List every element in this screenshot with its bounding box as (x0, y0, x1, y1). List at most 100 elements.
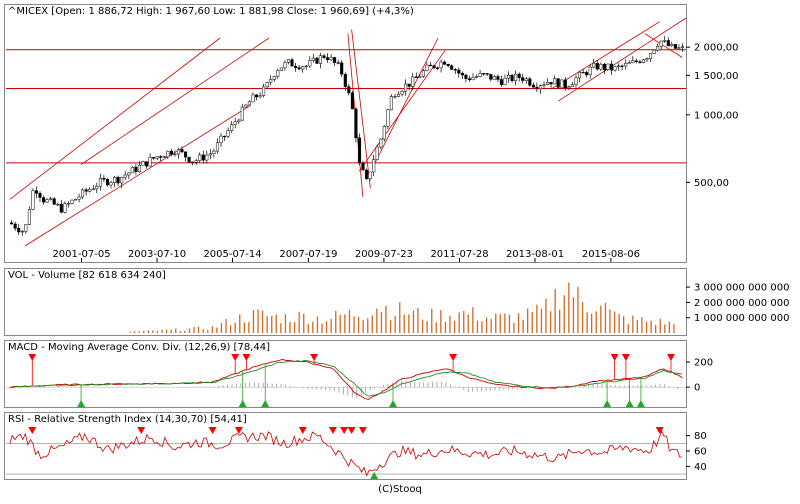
rsi-sell-marker (234, 427, 243, 434)
volume-bar (472, 307, 474, 333)
macd-sell-marker (449, 354, 458, 361)
rsi-panel (4, 412, 687, 480)
candle-body (184, 151, 188, 158)
macd-sell-marker (621, 354, 630, 361)
volume-bar (170, 329, 172, 333)
candle-body (414, 76, 418, 78)
trend-channel-line (351, 29, 371, 189)
volume-bar (348, 309, 351, 333)
candle-body (421, 70, 425, 77)
candle-body (70, 199, 74, 204)
candle-body (634, 60, 638, 62)
candle-body (496, 76, 500, 80)
volume-bar (357, 317, 360, 333)
candle-body (127, 172, 131, 176)
volume-bar (197, 326, 200, 333)
candle-body (134, 166, 138, 173)
candle-body (396, 93, 401, 97)
candle-body (656, 46, 660, 51)
candle-body (570, 84, 574, 87)
volume-bar (275, 314, 277, 333)
footer-copyright: (C)Stooq (378, 484, 422, 495)
candle-body (283, 62, 287, 69)
candle-body (52, 198, 56, 205)
volume-bar (618, 313, 620, 333)
candle-body (631, 60, 635, 64)
candle-body (144, 161, 149, 167)
trend-channel-line (358, 49, 446, 172)
candle-body (368, 171, 372, 179)
volume-bar (444, 322, 447, 333)
candle-body (606, 63, 610, 70)
candle-body (34, 190, 39, 194)
candle-body (155, 156, 159, 159)
volume-bar (248, 322, 250, 333)
candle-body (297, 67, 301, 70)
candle-body (318, 55, 322, 64)
candle-body (489, 73, 493, 80)
candle-body (244, 104, 248, 108)
candle-body (347, 86, 351, 94)
trend-channel-line (9, 37, 221, 200)
macd-sell-marker (242, 354, 251, 361)
volume-bar (211, 326, 213, 333)
candle-body (290, 59, 294, 67)
rsi-ytick-label: 80 (694, 431, 707, 442)
candle-body (59, 203, 63, 213)
volume-bar (527, 308, 529, 333)
volume-bar (188, 328, 191, 333)
volume-bar (645, 321, 648, 333)
candle-body (308, 60, 312, 67)
candle-body (258, 95, 262, 98)
volume-bar (335, 310, 337, 333)
volume-bar (316, 316, 319, 333)
candle-body (617, 65, 621, 67)
candle-body (425, 64, 429, 71)
candle-body (194, 160, 198, 163)
volume-title: VOL - Volume [82 618 634 240] (8, 270, 166, 281)
volume-bar (559, 309, 561, 333)
candle-body (88, 189, 92, 192)
volume-bar (586, 312, 588, 333)
rsi-plot: 80 60 40 (6, 427, 707, 479)
volume-bar (421, 319, 424, 333)
volume-bar (545, 298, 547, 333)
rsi-sell-marker (208, 427, 217, 434)
candle-body (499, 79, 503, 86)
volume-bar (325, 321, 328, 333)
volume-bar (293, 322, 296, 333)
volume-bar (161, 329, 163, 333)
candle-body (567, 86, 571, 89)
candle-body (219, 135, 223, 143)
volume-bar (659, 318, 661, 333)
candle-body (563, 79, 567, 89)
candle-body (446, 64, 450, 67)
trend-channel-line (373, 37, 439, 165)
candle-body (627, 62, 631, 64)
volume-bar (339, 314, 341, 333)
price-title: ^MICEX [Open: 1 886,72 High: 1 967,60 Lo… (8, 6, 414, 17)
candle-body (382, 125, 386, 140)
volume-plot: 3 000 000 000 000 2 000 000 000 000 1 000 … (129, 283, 789, 333)
candle-body (340, 62, 344, 75)
volume-bar (380, 312, 383, 333)
macd-sell-marker (667, 354, 675, 361)
volume-bar (632, 315, 634, 333)
candle-body (105, 179, 110, 186)
candle-body (24, 224, 28, 232)
candle-body (191, 161, 195, 163)
macd-buy-marker (238, 400, 247, 407)
trend-channel-line (558, 17, 687, 102)
candle-body (286, 59, 291, 63)
volume-bar (399, 302, 401, 333)
candle-body (159, 156, 163, 158)
candle-body (588, 66, 592, 76)
volume-bar (604, 303, 607, 333)
candle-body (503, 77, 507, 86)
candle-body (279, 67, 283, 71)
candle-body (670, 44, 674, 47)
volume-bar (476, 320, 479, 333)
candle-body (42, 197, 46, 203)
candle-body (27, 209, 31, 225)
candle-body (81, 189, 85, 198)
